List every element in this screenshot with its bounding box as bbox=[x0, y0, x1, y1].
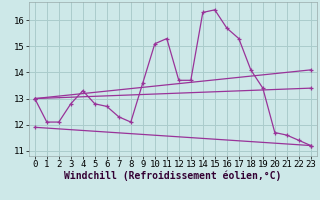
X-axis label: Windchill (Refroidissement éolien,°C): Windchill (Refroidissement éolien,°C) bbox=[64, 171, 282, 181]
